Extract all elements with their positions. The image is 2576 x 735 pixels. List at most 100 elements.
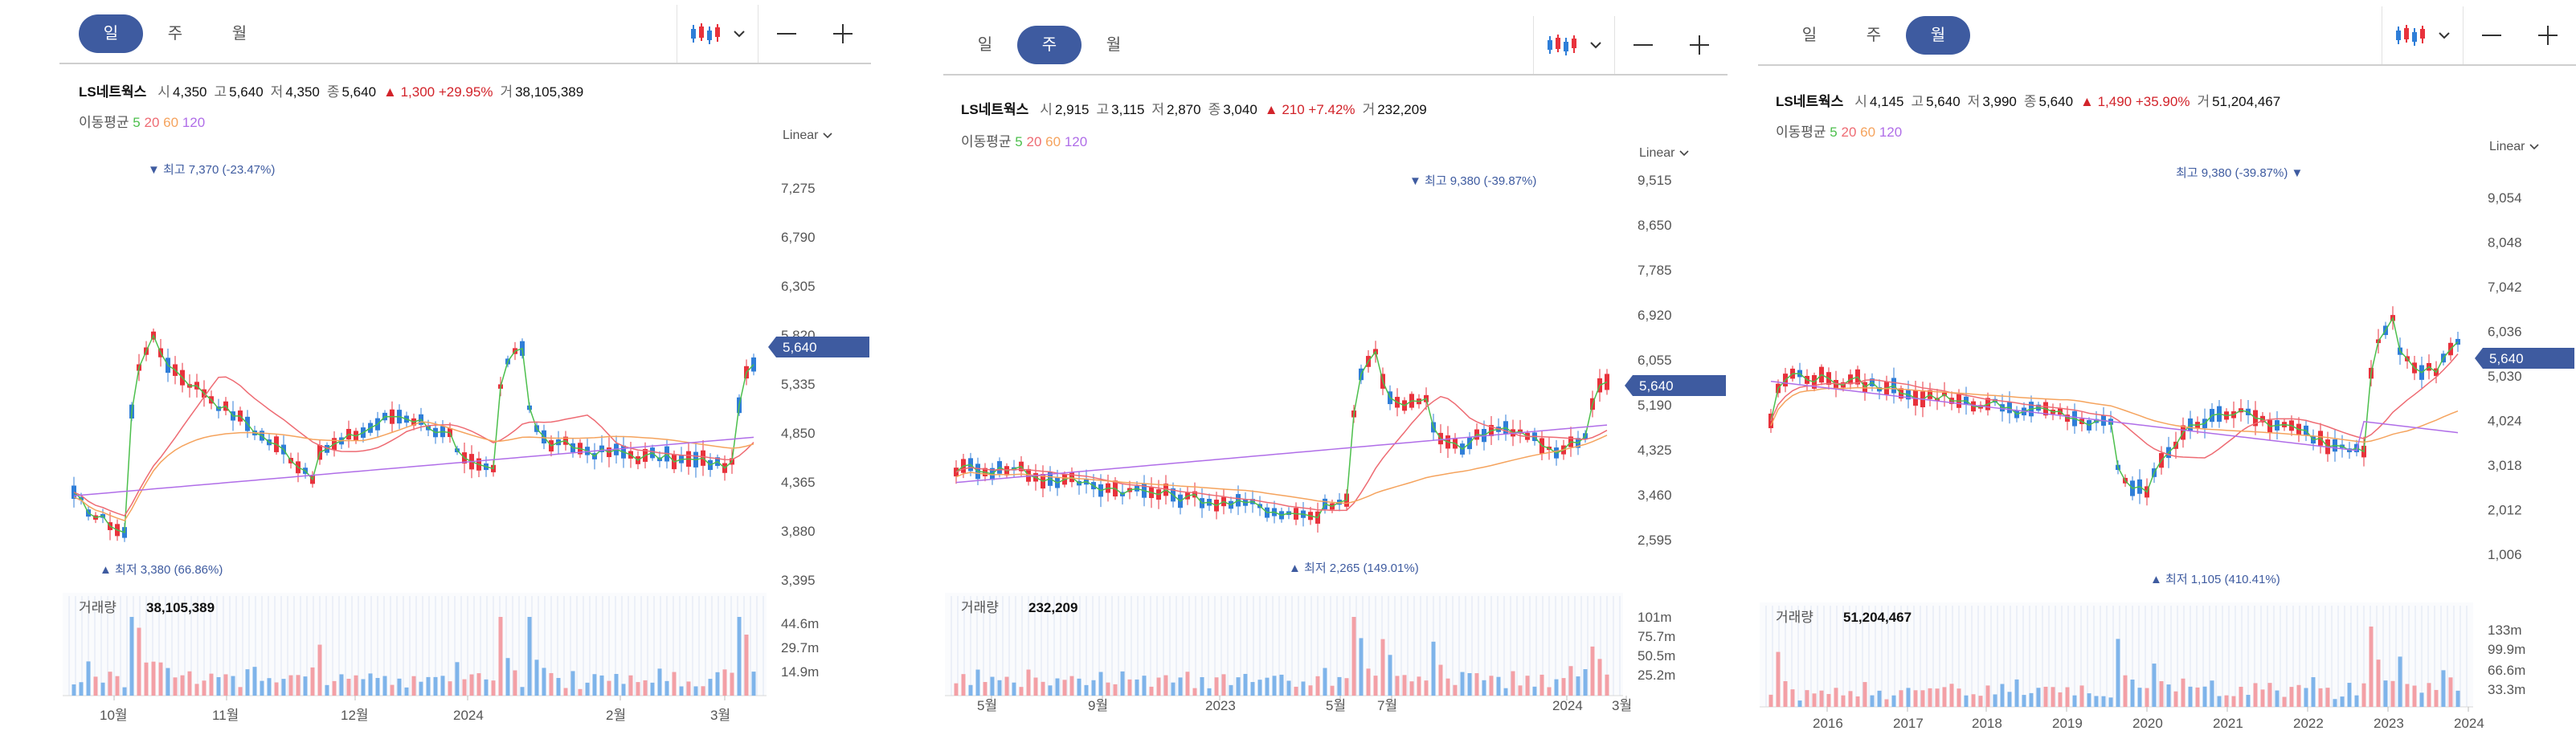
volume-bar [122,687,127,696]
toolbar-divider [1758,64,2576,66]
chart-type-select[interactable] [1534,16,1614,74]
minus-icon [1634,44,1653,46]
y-tick-label: 3,018 [2488,458,2522,473]
volume-bar [2101,696,2106,707]
x-tick-label: 2024 [453,708,484,723]
x-tick-label: 12월 [341,708,369,723]
volume-bar [1453,684,1458,696]
ma-period-60[interactable]: 60 [1860,125,1876,140]
volume-bar [339,674,344,696]
volume-bar [1812,693,1817,707]
volume-bar [1330,685,1335,696]
volume-bar [1503,688,1508,696]
y-tick-label: 4,325 [1638,443,1672,458]
volume-bar [2043,686,2048,707]
ma120-line [1770,380,2459,451]
price-chart[interactable]: 9,054 8,048 7,042 6,036 5,030 4,024 3,018 2,012… [1758,0,2576,735]
scale-select[interactable]: Linear [1639,146,1690,161]
zoom-out-button[interactable] [2464,6,2520,64]
volume-bar [180,675,185,696]
tab-period-day[interactable]: 일 [977,36,993,54]
volume-bar [2427,683,2431,707]
ma60-line [1770,386,2459,443]
ohlc-key: 종 [326,84,340,100]
volume-bar [1286,680,1291,696]
volume-bar [2253,683,2258,707]
y-tick-label: 8,650 [1638,218,1672,233]
ma60-line [955,435,1608,504]
volume-bar [672,672,677,696]
tab-period-week[interactable]: 주 [167,25,183,43]
ohlc-value: 5,640 [1926,94,1961,109]
ma-period-120[interactable]: 120 [1064,134,1088,149]
scale-label: Linear [1639,146,1675,160]
ma-period-120[interactable]: 120 [1879,125,1903,140]
volume-bar [404,687,409,696]
volume-bar [1776,651,1781,707]
volume-total: 232,209 [1028,600,1077,615]
scale-select[interactable]: Linear [2489,140,2540,154]
volume-bar [498,617,503,696]
ohlc-key: 저 [270,84,284,100]
volume-bar [1221,674,1226,696]
ohlc-key: 고 [1096,102,1110,117]
volume-bar [1207,688,1212,696]
volume-bar [954,683,959,696]
volume-bar [1460,672,1465,696]
volume-bar [570,671,575,696]
volume-bar [607,680,611,696]
volume-bar [303,676,308,696]
tab-period-day[interactable]: 일 [79,14,143,53]
volume-tick-label: 101m [1638,610,1672,625]
ma-period-20[interactable]: 20 [1026,134,1042,149]
volume-bar [238,687,243,696]
divider [2463,6,2464,64]
volume-bar [968,684,973,696]
zoom-in-button[interactable] [1671,16,1728,74]
volume-bar [137,627,141,696]
tab-period-day[interactable]: 일 [1801,27,1818,44]
toolbar-divider [59,63,871,64]
tab-period-month[interactable]: 월 [1106,36,1122,54]
volume-key: 거 [1362,102,1376,117]
scale-select[interactable]: Linear [783,129,833,143]
volume-bar [2267,683,2272,707]
ohlc-value: 3,990 [1982,94,2017,109]
ma-period-20[interactable]: 20 [1841,125,1857,140]
tab-period-month[interactable]: 월 [1906,16,1970,55]
zoom-out-button[interactable] [758,5,815,63]
tab-period-week[interactable]: 주 [1866,27,1882,44]
ma-period-5[interactable]: 5 [1830,125,1838,140]
volume-bar [1012,682,1016,696]
volume-bar [1906,688,1911,707]
volume-bar [1957,688,1961,707]
zoom-out-button[interactable] [1615,16,1671,74]
ma-period-20[interactable]: 20 [144,115,160,130]
volume-tick-label: 33.3m [2488,682,2525,697]
tab-period-week[interactable]: 주 [1017,26,1082,64]
volume-bar [693,686,698,696]
volume-title: 거래량 [1776,610,1813,625]
volume-bar [585,682,590,696]
price-chart[interactable]: 7,2756,7906,3055,8205,3354,8504,3653,880… [59,0,871,735]
ma-period-60[interactable]: 60 [1045,134,1061,149]
chart-type-select[interactable] [2382,6,2463,64]
tab-period-month[interactable]: 월 [231,25,247,43]
ma-period-120[interactable]: 120 [182,115,206,130]
zoom-in-button[interactable] [815,5,871,63]
zoom-in-button[interactable] [2520,6,2576,64]
volume-bar [2289,687,2294,707]
price-chart[interactable]: 9,515 8,650 7,785 6,920 6,055 5,190 4,325 3,460… [943,0,1728,735]
ma-period-60[interactable]: 60 [163,115,179,130]
chart-type-select[interactable] [677,5,758,63]
volume-bar [1200,676,1204,696]
volume-bar [2022,695,2026,707]
ma120-line [73,436,754,496]
x-tick-label: 9월 [1088,698,1108,713]
ma-period-5[interactable]: 5 [133,115,141,130]
volume-bar [2347,683,2352,707]
volume-bar [1185,672,1190,696]
ma-period-5[interactable]: 5 [1015,134,1023,149]
chevron-down-icon [1590,42,1601,49]
